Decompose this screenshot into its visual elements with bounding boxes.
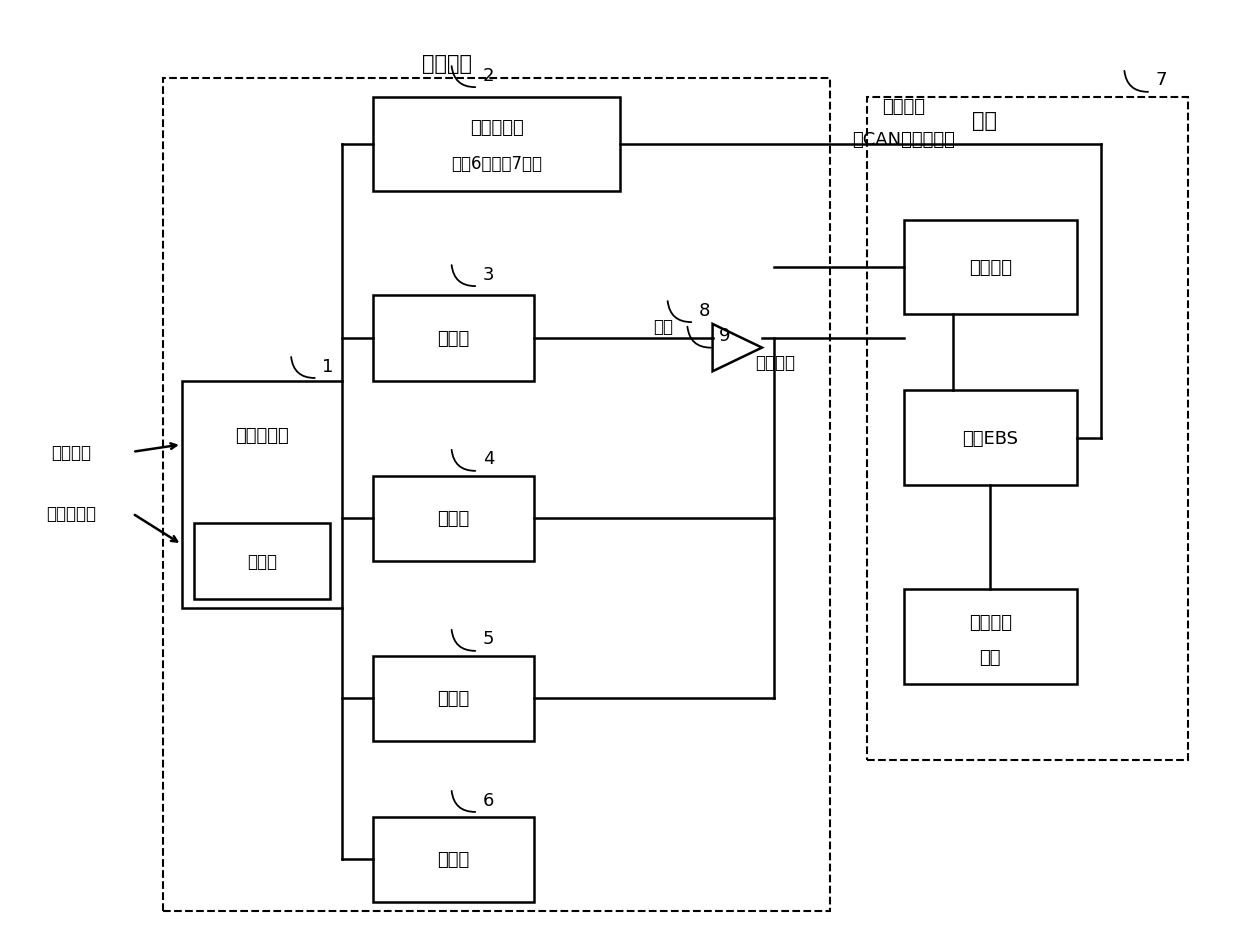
Text: 储气筒: 储气筒 <box>438 329 470 347</box>
Bar <box>373 817 533 902</box>
Text: 供能管路: 供能管路 <box>755 353 796 371</box>
Text: 踏板: 踏板 <box>980 648 1001 666</box>
Text: 8: 8 <box>699 302 711 319</box>
Text: 挂车EBS: 挂车EBS <box>962 429 1018 447</box>
Text: 供电接口: 供电接口 <box>51 444 91 462</box>
Text: 9: 9 <box>719 327 730 345</box>
Text: 4: 4 <box>482 450 495 468</box>
Text: 存储器: 存储器 <box>438 850 470 868</box>
Bar <box>904 391 1076 486</box>
Bar <box>164 78 830 911</box>
Bar <box>182 382 342 608</box>
Text: 1: 1 <box>322 357 334 375</box>
Text: 挂车: 挂车 <box>972 111 997 131</box>
Text: 计时器: 计时器 <box>247 552 277 570</box>
Bar <box>195 524 330 599</box>
Text: 模拟装置: 模拟装置 <box>422 54 472 74</box>
Text: 6: 6 <box>482 791 495 808</box>
Bar <box>373 97 620 192</box>
Bar <box>373 296 533 382</box>
Text: 上位机接口: 上位机接口 <box>46 505 95 523</box>
Text: 挂车制动: 挂车制动 <box>968 614 1012 632</box>
Bar <box>373 656 533 741</box>
Bar <box>867 97 1188 760</box>
Text: 控制器: 控制器 <box>438 509 470 527</box>
Bar <box>904 221 1076 315</box>
Text: 5: 5 <box>482 630 495 647</box>
Text: 2: 2 <box>482 67 495 85</box>
Text: 3: 3 <box>482 266 495 284</box>
Text: 采集器: 采集器 <box>438 689 470 707</box>
Text: 中央处理器: 中央处理器 <box>236 426 289 445</box>
Text: 阀门: 阀门 <box>653 317 673 335</box>
Text: 电气连接器: 电气连接器 <box>470 119 523 137</box>
Text: 制动气室: 制动气室 <box>968 259 1012 277</box>
Bar <box>373 476 533 561</box>
Text: 电控线路: 电控线路 <box>883 98 925 116</box>
Text: （第6针和第7针）: （第6针和第7针） <box>451 154 542 172</box>
Bar <box>904 589 1076 684</box>
Text: 7: 7 <box>1156 71 1167 89</box>
Text: （CAN通信总线）: （CAN通信总线） <box>852 131 955 149</box>
